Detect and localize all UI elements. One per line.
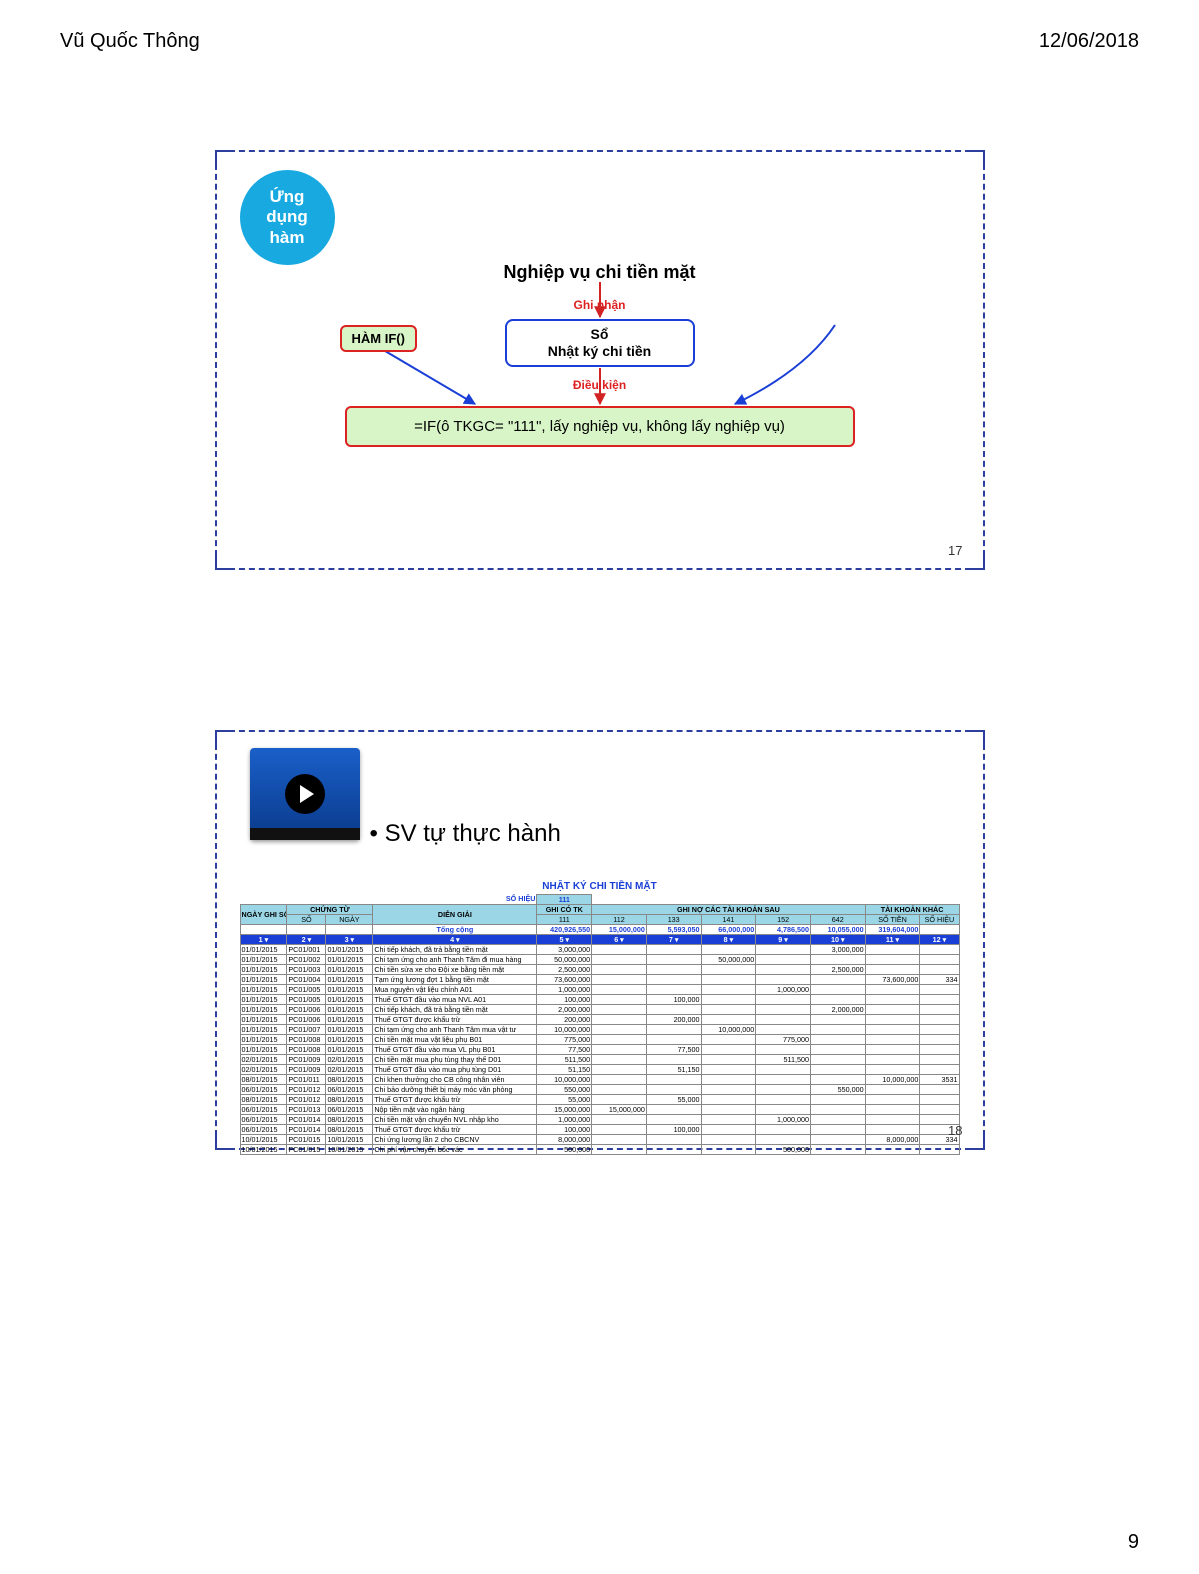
slide-18: • SV tự thực hành NHẬT KÝ CHI TIỀN MẶTSỔ… (215, 730, 985, 1150)
cash-journal-table: NHẬT KÝ CHI TIỀN MẶTSỔ HIỆU111 NGÀY GHI … (240, 880, 960, 1155)
slide-number-17: 17 (948, 543, 962, 558)
cash-journal-spreadsheet: NHẬT KÝ CHI TIỀN MẶTSỔ HIỆU111 NGÀY GHI … (240, 880, 960, 1155)
slide18-bullet: • SV tự thực hành (370, 820, 561, 848)
slide-17: Ứng dụng hàm Nghiệp vụ chi tiền mặt Ghi … (215, 150, 985, 570)
slide-number-18: 18 (948, 1123, 962, 1138)
page-date: 12/06/2018 (1039, 30, 1139, 53)
so-box-line2: Nhật ký chi tiền (548, 343, 651, 361)
play-icon (285, 774, 325, 814)
page-number: 9 (1128, 1531, 1139, 1554)
ham-if-label: HÀM IF() (340, 325, 417, 352)
if-formula-box: =IF(ô TKGC= "111", lấy nghiệp vụ, không … (345, 406, 855, 447)
journal-box: Sổ Nhật ký chi tiền (505, 319, 695, 367)
slide18-bullet-text: SV tự thực hành (385, 820, 561, 847)
video-thumbnail[interactable] (250, 748, 360, 840)
so-box-line1: Sổ (591, 326, 609, 344)
label-dieu-kien: Điều kiện (215, 378, 985, 392)
author-name: Vũ Quốc Thông (60, 30, 200, 53)
